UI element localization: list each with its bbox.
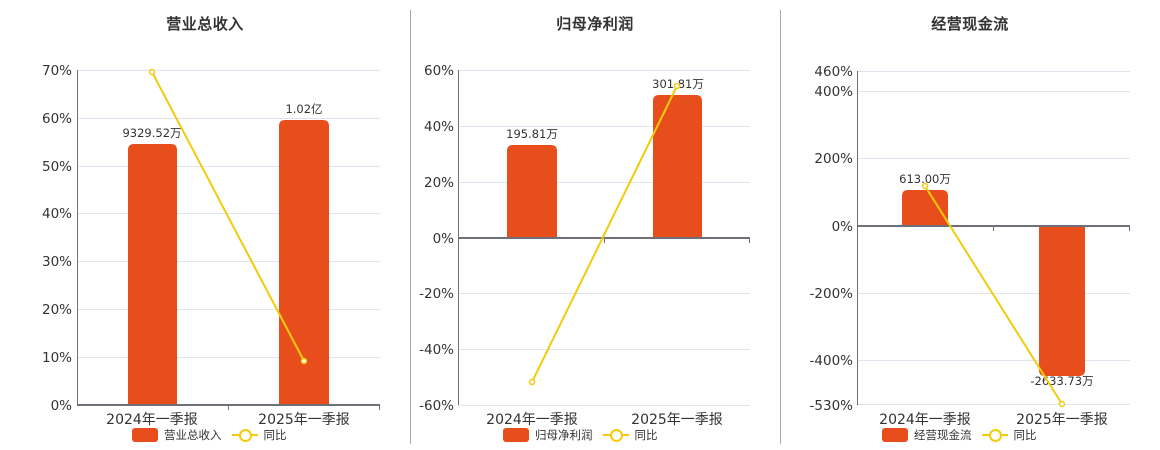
svg-text:1.02亿: 1.02亿 bbox=[285, 102, 322, 116]
legend-line-label[interactable]: 同比 bbox=[1013, 428, 1037, 442]
yoy-line bbox=[148, 68, 308, 365]
legend: 归母净利润 同比 bbox=[503, 427, 658, 443]
svg-text:400%: 400% bbox=[814, 84, 853, 100]
chart-revenue-svg: 70% 60% 50% 40% 30% 20% 10% 0% 9329.52万 … bbox=[42, 63, 380, 428]
legend-bar-label[interactable]: 归母净利润 bbox=[535, 428, 593, 442]
legend-bar-label[interactable]: 经营现金流 bbox=[914, 428, 972, 442]
bar-labels: 9329.52万 1.02亿 bbox=[122, 102, 322, 140]
svg-text:-400%: -400% bbox=[810, 353, 854, 369]
svg-text:-530%: -530% bbox=[810, 398, 854, 414]
x-axis-labels: 2024年一季报 2025年一季报 bbox=[879, 412, 1108, 428]
bar-2024 bbox=[128, 144, 177, 405]
svg-text:-200%: -200% bbox=[810, 286, 854, 302]
svg-text:10%: 10% bbox=[42, 350, 72, 366]
svg-text:50%: 50% bbox=[42, 159, 72, 175]
panel-divider-2 bbox=[780, 10, 781, 444]
svg-text:20%: 20% bbox=[42, 302, 72, 318]
chart-title: 营业总收入 bbox=[166, 15, 244, 33]
bar-labels: 613.00万 -2633.73万 bbox=[899, 172, 1093, 388]
svg-text:0%: 0% bbox=[51, 398, 73, 414]
y-axis-labels: 70% 60% 50% 40% 30% 20% 10% 0% bbox=[42, 63, 72, 414]
legend-bar-label[interactable]: 营业总收入 bbox=[164, 428, 222, 442]
legend: 营业总收入 同比 bbox=[132, 427, 287, 443]
y-axis-labels: 460% 400% 200% 0% -200% -400% -530% bbox=[810, 64, 854, 414]
x-axis-labels: 2024年一季报 2025年一季报 bbox=[106, 412, 350, 428]
svg-text:200%: 200% bbox=[814, 151, 853, 167]
svg-text:40%: 40% bbox=[42, 206, 72, 222]
legend-line-label[interactable]: 同比 bbox=[634, 428, 658, 442]
bar-2025 bbox=[279, 120, 329, 405]
svg-text:30%: 30% bbox=[42, 254, 72, 270]
legend-bar-swatch[interactable] bbox=[503, 428, 529, 442]
svg-text:-2633.73万: -2633.73万 bbox=[1030, 374, 1093, 388]
yoy-line bbox=[921, 182, 1066, 408]
svg-text:60%: 60% bbox=[42, 111, 72, 127]
chart-title: 归母净利润 bbox=[556, 15, 634, 33]
svg-text:9329.52万: 9329.52万 bbox=[122, 126, 181, 140]
svg-text:0%: 0% bbox=[832, 219, 854, 235]
svg-text:460%: 460% bbox=[814, 64, 853, 80]
gridlines bbox=[77, 70, 380, 358]
svg-text:2025年一季报: 2025年一季报 bbox=[258, 412, 350, 428]
legend-line-icon[interactable] bbox=[602, 428, 629, 442]
svg-text:2024年一季报: 2024年一季报 bbox=[106, 412, 198, 428]
chart-panel-revenue: 营业总收入 70% 60% 50% 40% 30% 20% 10% 0% bbox=[0, 0, 410, 450]
bar-2025 bbox=[1039, 226, 1085, 376]
legend-line-icon[interactable] bbox=[981, 428, 1008, 442]
svg-text:613.00万: 613.00万 bbox=[899, 172, 951, 186]
legend-bar-swatch[interactable] bbox=[882, 428, 908, 442]
gridlines bbox=[858, 71, 1130, 405]
svg-text:70%: 70% bbox=[42, 63, 72, 79]
legend: 经营现金流 同比 bbox=[882, 427, 1037, 443]
legend-line-icon[interactable] bbox=[231, 428, 258, 442]
legend-line-label[interactable]: 同比 bbox=[263, 428, 287, 442]
bar-2024 bbox=[902, 190, 948, 226]
bars bbox=[902, 190, 1085, 376]
svg-text:2024年一季报: 2024年一季报 bbox=[879, 412, 971, 428]
bars bbox=[128, 120, 329, 405]
chart-title: 经营现金流 bbox=[931, 15, 1009, 33]
legend-bar-swatch[interactable] bbox=[132, 428, 158, 442]
svg-text:2025年一季报: 2025年一季报 bbox=[1016, 412, 1108, 428]
panel-divider-1 bbox=[410, 10, 411, 444]
